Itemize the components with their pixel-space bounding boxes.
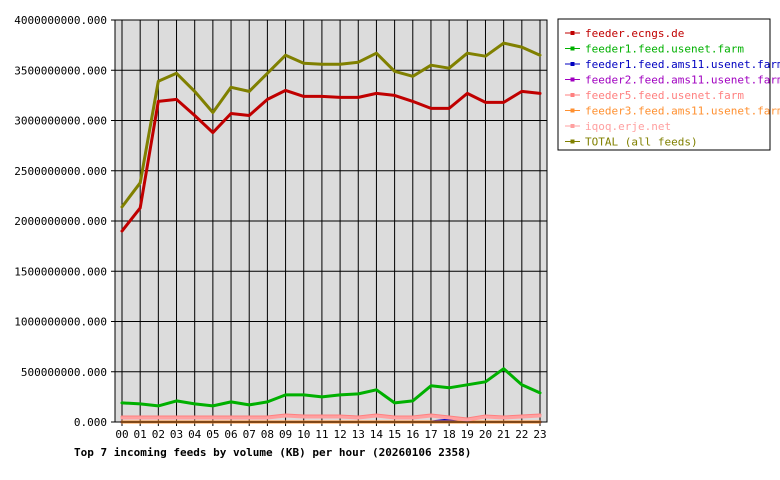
y-tick-label: 3000000000.000: [14, 115, 107, 128]
x-tick-label: 09: [279, 428, 292, 441]
series-line-6: [120, 414, 542, 422]
x-tick-label: 10: [297, 428, 310, 441]
legend-label: feeder.ecngs.de: [585, 27, 684, 40]
x-tick-label: 06: [224, 428, 237, 441]
y-tick-label: 500000000.000: [21, 366, 107, 379]
legend-label: feeder3.feed.ams11.usenet.farm: [585, 105, 780, 118]
y-tick-label: 4000000000.000: [14, 14, 107, 27]
x-tick-label: 01: [134, 428, 147, 441]
legend-marker: [570, 124, 575, 128]
x-axis: 00 01 02 03 04 05 06 07 08 09 10 11 12 13 14 15 16 17 18 19…: [115, 422, 547, 441]
y-tick-label: 3500000000.000: [14, 64, 107, 77]
x-tick-label: 13: [352, 428, 365, 441]
x-tick-label: 17: [424, 428, 437, 441]
legend-marker: [570, 108, 575, 113]
y-tick-label: 2500000000.000: [14, 165, 107, 178]
series-line-1: [120, 367, 542, 408]
x-tick-label: 14: [370, 428, 384, 441]
y-axis: 0.000 500000000.000 1000000000.000 15000000…: [14, 14, 115, 429]
x-tick-label: 11: [315, 428, 328, 441]
x-tick-label: 23: [533, 428, 546, 441]
legend-label: feeder5.feed.usenet.farm: [585, 89, 744, 102]
x-tick-label: 22: [515, 428, 528, 441]
x-tick-label: 16: [406, 428, 419, 441]
series-line-0: [120, 88, 542, 233]
series-line-7: [120, 41, 542, 209]
legend-box: [557, 18, 771, 151]
x-tick-label: 04: [188, 428, 202, 441]
y-tick-label: 1000000000.000: [14, 316, 107, 329]
y-tick-label: 1500000000.000: [14, 265, 107, 278]
legend-label: TOTAL (all feeds): [585, 136, 698, 149]
x-tick-label: 20: [479, 428, 492, 441]
x-tick-label: 00: [115, 428, 128, 441]
legend-marker: [570, 93, 575, 97]
legend-label: feeder1.feed.ams11.usenet.farm: [585, 58, 780, 71]
legend-marker: [570, 31, 575, 35]
x-tick-label: 08: [261, 428, 274, 441]
plot-border: [114, 19, 548, 423]
x-tick-label: 18: [443, 428, 456, 441]
chart-title: Top 7 incoming feeds by volume (KB) per …: [74, 446, 471, 459]
x-tick-label: 21: [497, 428, 510, 441]
legend-marker: [570, 62, 575, 66]
x-tick-label: 03: [170, 428, 183, 441]
y-tick-label: 0.000: [74, 416, 107, 429]
x-tick-label: 07: [243, 428, 256, 441]
legend-marker: [570, 46, 575, 51]
legend-marker: [570, 139, 575, 144]
x-tick-label: 05: [206, 428, 219, 441]
x-tick-label: 15: [388, 428, 401, 441]
legend-label: feeder2.feed.ams11.usenet.farm: [585, 74, 780, 87]
legend-label: iqoq.erje.net: [585, 120, 671, 133]
x-tick-label: 12: [333, 428, 346, 441]
legend: feeder.ecngs.de feeder1.feed.usenet.farm f…: [557, 18, 780, 151]
y-tick-label: 2000000000.000: [14, 215, 107, 228]
legend-marker: [570, 77, 575, 82]
x-tick-label: 02: [152, 428, 165, 441]
x-tick-label: 19: [461, 428, 474, 441]
legend-label: feeder1.feed.usenet.farm: [585, 43, 744, 56]
